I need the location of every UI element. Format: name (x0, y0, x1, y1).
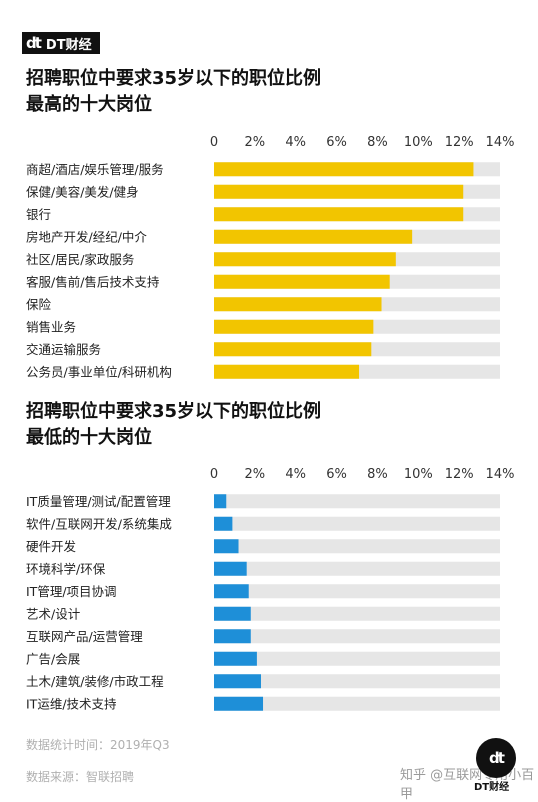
data-source: 数据来源：智联招聘 (26, 770, 135, 784)
chart-1-title-line1: 招聘职位中要求35岁以下的职位比例 (26, 68, 322, 89)
chart-1-tick-label-0: 0 (210, 135, 218, 150)
chart-1-bar-9 (214, 364, 360, 379)
chart-1-category-label-4: 社区/居民/家政服务 (26, 252, 134, 267)
chart-2-bar-track-0 (214, 494, 500, 509)
chart-1-bar-7 (214, 319, 374, 334)
chart-2-bar-0 (214, 494, 227, 509)
chart-1-category-label-2: 银行 (26, 207, 51, 222)
chart-2-category-label-1: 软件/互联网开发/系统集成 (26, 516, 172, 531)
chart-1-tick-label-2: 4% (285, 135, 306, 150)
chart-1-bar-8 (214, 342, 372, 357)
chart-1-title: 招聘职位中要求35岁以下的职位比例 最高的十大岗位 (26, 66, 321, 118)
chart-2-category-label-6: 互联网产品/运营管理 (26, 629, 143, 644)
chart-2-category-label-0: IT质量管理/测试/配置管理 (26, 494, 171, 509)
chart-2-tick-label-3: 6% (326, 467, 347, 482)
chart-2-bar-5 (214, 606, 251, 621)
chart-2-bar-track-4 (214, 584, 500, 599)
chart-1-category-label-6: 保险 (26, 297, 52, 312)
chart-2-tick-label-0: 0 (210, 467, 218, 482)
chart-1-category-label-3: 房地产开发/经纪/中介 (26, 229, 147, 244)
chart-1-bar-2 (214, 207, 464, 222)
chart-2-category-label-5: 艺术/设计 (26, 606, 80, 621)
chart-2-category-label-4: IT管理/项目协调 (26, 584, 117, 599)
chart-2-category-label-7: 广告/会展 (26, 651, 80, 666)
chart-2-bar-track-3 (214, 561, 500, 576)
chart-1-bar-4 (214, 252, 396, 267)
chart-2-title-line1: 招聘职位中要求35岁以下的职位比例 (26, 401, 322, 422)
chart-2-title-line2: 最低的十大岗位 (26, 427, 152, 448)
chart-2-bar-9 (214, 696, 264, 711)
brand-label-bottom: DT财经 (474, 782, 510, 793)
chart-2-tick-label-5: 10% (404, 467, 433, 482)
chart-1-category-label-9: 公务员/事业单位/科研机构 (26, 364, 172, 379)
chart-1-bar-0 (214, 162, 474, 177)
chart-2-bar-track-1 (214, 516, 500, 531)
brand-mark-bottom: dt (476, 738, 516, 778)
chart-1-category-label-7: 销售业务 (26, 319, 76, 334)
chart-2-title: 招聘职位中要求35岁以下的职位比例 最低的十大岗位 (26, 399, 321, 451)
chart-2-category-label-3: 环境科学/环保 (26, 561, 106, 576)
watermark: 知乎 @互联网专用小百甲 (400, 768, 535, 802)
chart-2-bar-track-9 (214, 696, 500, 711)
chart-1-bar-5 (214, 274, 390, 289)
chart-1-tick-label-7: 14% (486, 135, 515, 150)
chart-1-tick-label-4: 8% (367, 135, 388, 150)
chart-2-tick-label-1: 2% (245, 467, 266, 482)
stat-time: 数据统计时间：2019年Q3 (26, 738, 170, 752)
chart-1-tick-label-1: 2% (245, 135, 266, 150)
chart-2-tick-label-6: 12% (445, 467, 474, 482)
chart-2-bar-7 (214, 651, 257, 666)
chart-2-tick-label-7: 14% (486, 467, 515, 482)
chart-1-bar-6 (214, 297, 382, 312)
chart-1-category-label-8: 交通运输服务 (26, 342, 101, 357)
chart-1-tick-label-6: 12% (445, 135, 474, 150)
chart-2-bar-track-5 (214, 606, 500, 621)
logo-mark: dt (26, 34, 42, 52)
chart-2-category-label-8: 土木/建筑/装修/市政工程 (26, 674, 164, 689)
chart-1-bar-1 (214, 184, 464, 199)
chart-2-bar-4 (214, 584, 249, 599)
chart-2-bar-1 (214, 516, 233, 531)
chart-2-category-label-9: IT运维/技术支持 (26, 696, 117, 711)
chart-2-tick-label-4: 8% (367, 467, 388, 482)
logo-text: DT财经 (45, 37, 92, 53)
chart-2-category-label-2: 硬件开发 (26, 539, 77, 554)
chart-2-bar-track-7 (214, 651, 500, 666)
chart-2-bar-3 (214, 561, 247, 576)
logo: dt DT财经 (22, 32, 100, 54)
chart-1-tick-label-5: 10% (404, 135, 433, 150)
chart-1-tick-label-3: 6% (326, 135, 347, 150)
chart-1-title-line2: 最高的十大岗位 (26, 94, 152, 115)
chart-1-category-label-0: 商超/酒店/娱乐管理/服务 (26, 162, 164, 177)
chart-1-category-label-1: 保健/美容/美发/健身 (26, 184, 139, 199)
chart-2-bar-6 (214, 629, 251, 644)
chart-2-bar-track-2 (214, 539, 500, 554)
chart-2-bar-track-8 (214, 674, 500, 689)
chart-1-category-label-5: 客服/售前/售后技术支持 (26, 274, 159, 289)
chart-1-bar-3 (214, 229, 413, 244)
chart-bottom: 0 2% 4% 6% 8% 10% 12% 14% IT质量管理/测试/配置管理软件/互联网开发… (26, 467, 515, 711)
chart-2-bar-2 (214, 539, 239, 554)
chart-top: 0 2% 4% 6% 8% 10% 12% 14% 商超/酒店/娱乐管理/服务保健/美容/美发/… (26, 135, 515, 379)
chart-2-tick-label-2: 4% (285, 467, 306, 482)
chart-2-bar-track-6 (214, 629, 500, 644)
chart-2-bar-8 (214, 674, 261, 689)
